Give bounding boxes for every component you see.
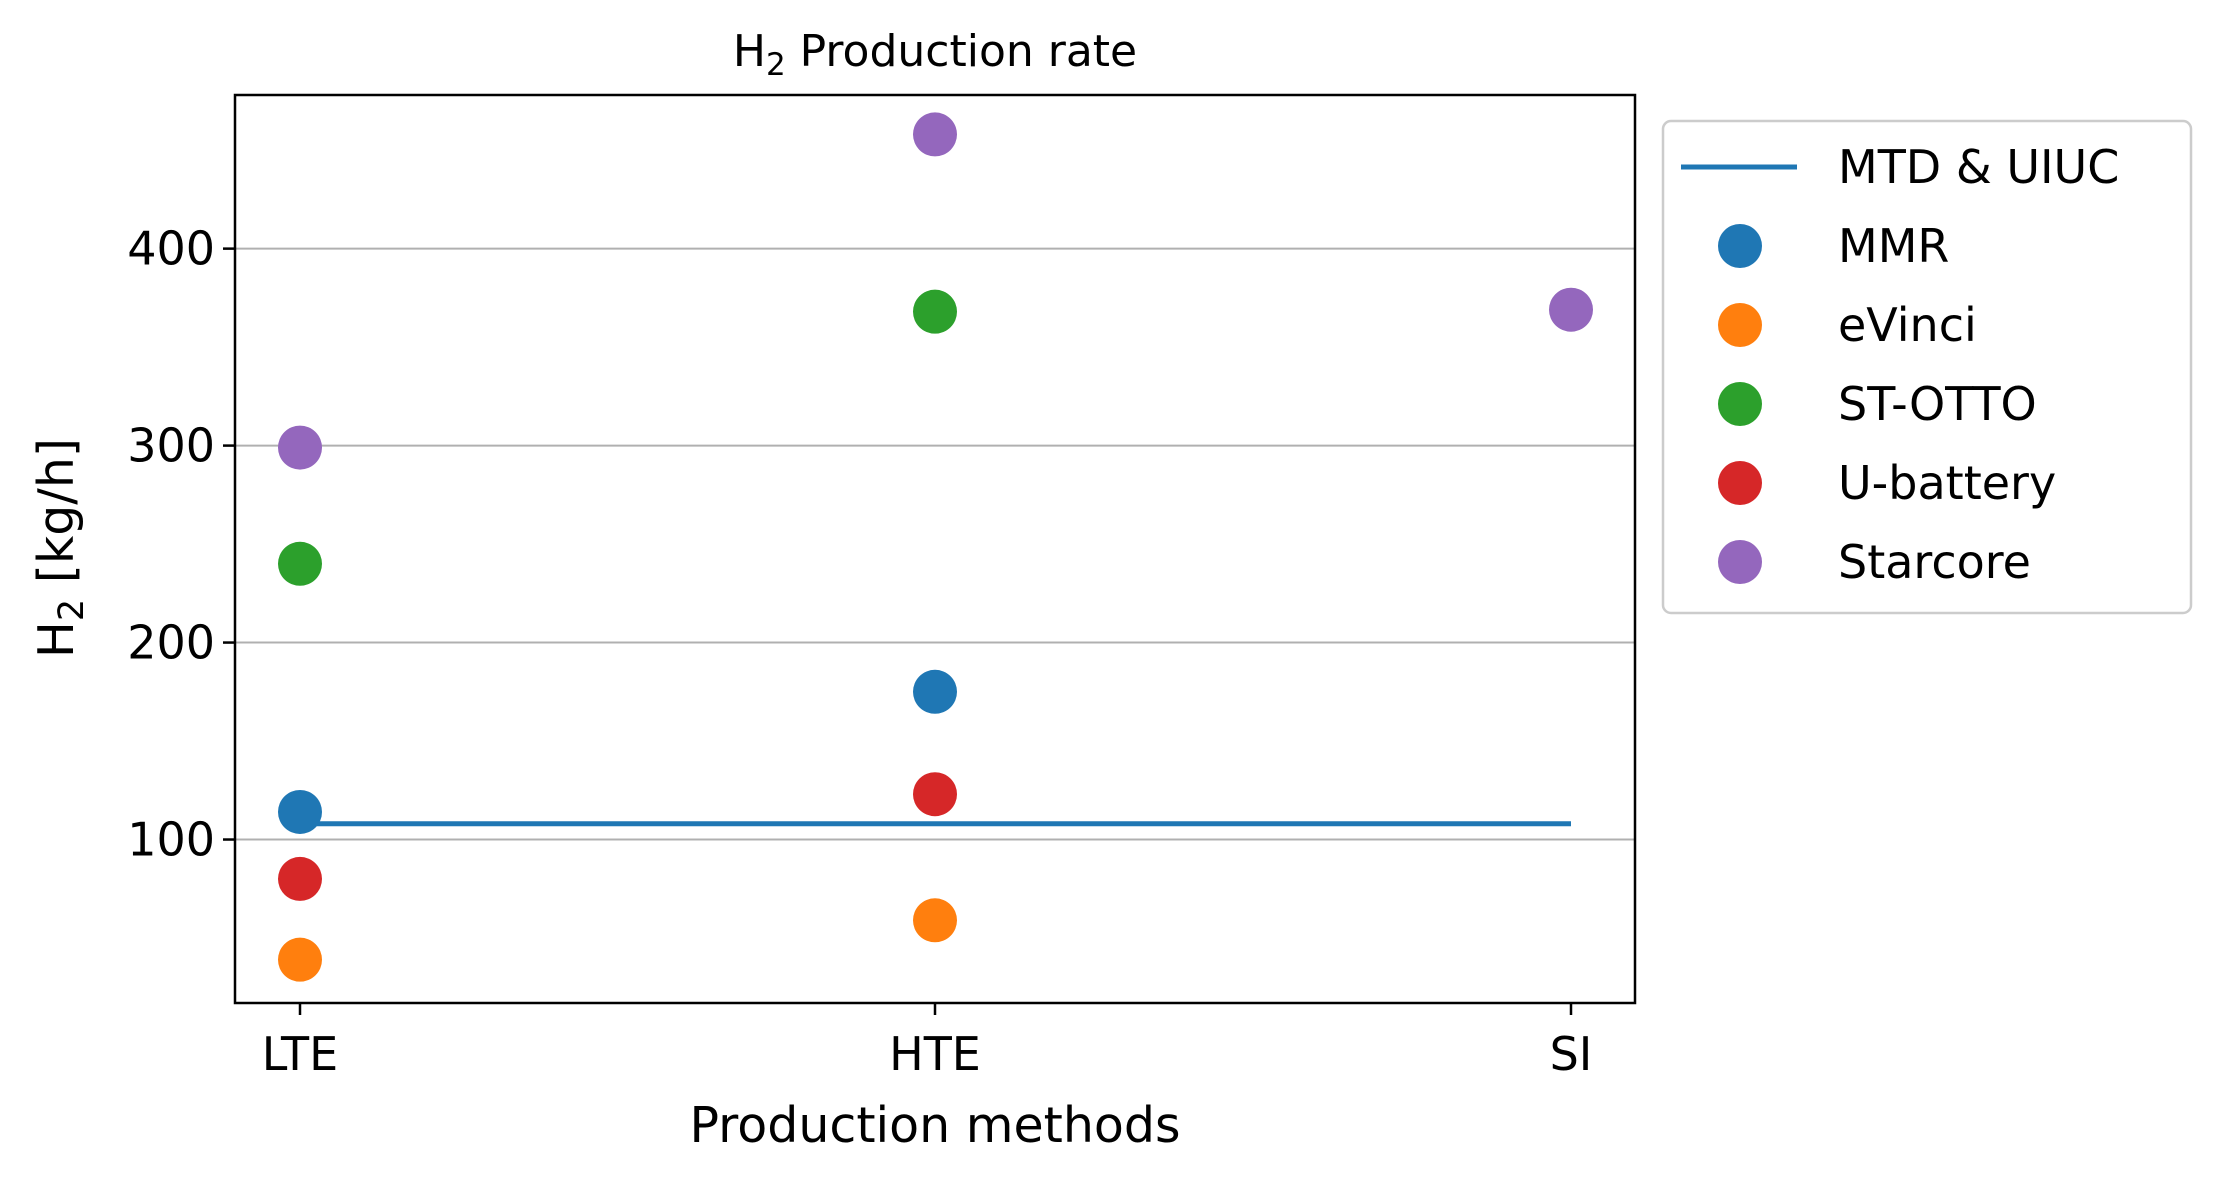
- x-tick-label: HTE: [889, 1027, 981, 1081]
- x-axis-label: Production methods: [689, 1097, 1180, 1154]
- legend: MTD & UIUC MMR eVinci ST-OTTO U-battery Starc…: [1661, 119, 2193, 615]
- legend-label: MMR: [1838, 219, 1949, 273]
- legend-label: eVinci: [1838, 298, 1977, 352]
- point-evinci: [278, 937, 322, 982]
- point-evinci: [913, 898, 957, 943]
- legend-marker: [1718, 461, 1762, 505]
- y-tick-label: 300: [127, 419, 215, 473]
- legend-marker: [1718, 540, 1762, 584]
- point-st-otto: [278, 541, 322, 586]
- point-starcore: [913, 112, 957, 157]
- legend-marker: [1718, 224, 1762, 268]
- point-starcore: [278, 425, 322, 470]
- plot-area-frame: [233, 93, 1637, 1005]
- legend-marker: [1718, 303, 1762, 347]
- legend-label: MTD & UIUC: [1838, 140, 2119, 194]
- legend-label: ST-OTTO: [1838, 377, 2037, 431]
- y-tick-label: 100: [127, 813, 215, 867]
- y-tick-label: 400: [127, 222, 215, 276]
- x-axis: LTE HTE SI: [262, 1003, 1593, 1081]
- legend-marker: [1718, 382, 1762, 426]
- grid-lines: [235, 247, 1635, 841]
- point-u-battery: [913, 772, 957, 817]
- legend-items: MTD & UIUC MMR eVinci ST-OTTO U-battery Starc…: [1681, 140, 2119, 589]
- legend-label: Starcore: [1838, 535, 2031, 589]
- y-axis: 100 200 300 400: [127, 222, 235, 867]
- data-points: [278, 112, 1593, 982]
- y-tick-label: 200: [127, 616, 215, 670]
- y-axis-label: H2 [kg/h]: [28, 438, 92, 658]
- x-tick-label: SI: [1550, 1027, 1593, 1081]
- point-mmr: [278, 789, 322, 834]
- point-mmr: [913, 669, 957, 714]
- chart-title: H2 Production rate: [733, 26, 1137, 83]
- x-tick-label: LTE: [262, 1027, 338, 1081]
- legend-frame: [1661, 119, 2193, 615]
- point-u-battery: [278, 856, 322, 901]
- point-starcore: [1549, 287, 1593, 332]
- point-st-otto: [913, 289, 957, 334]
- legend-label: U-battery: [1838, 456, 2056, 510]
